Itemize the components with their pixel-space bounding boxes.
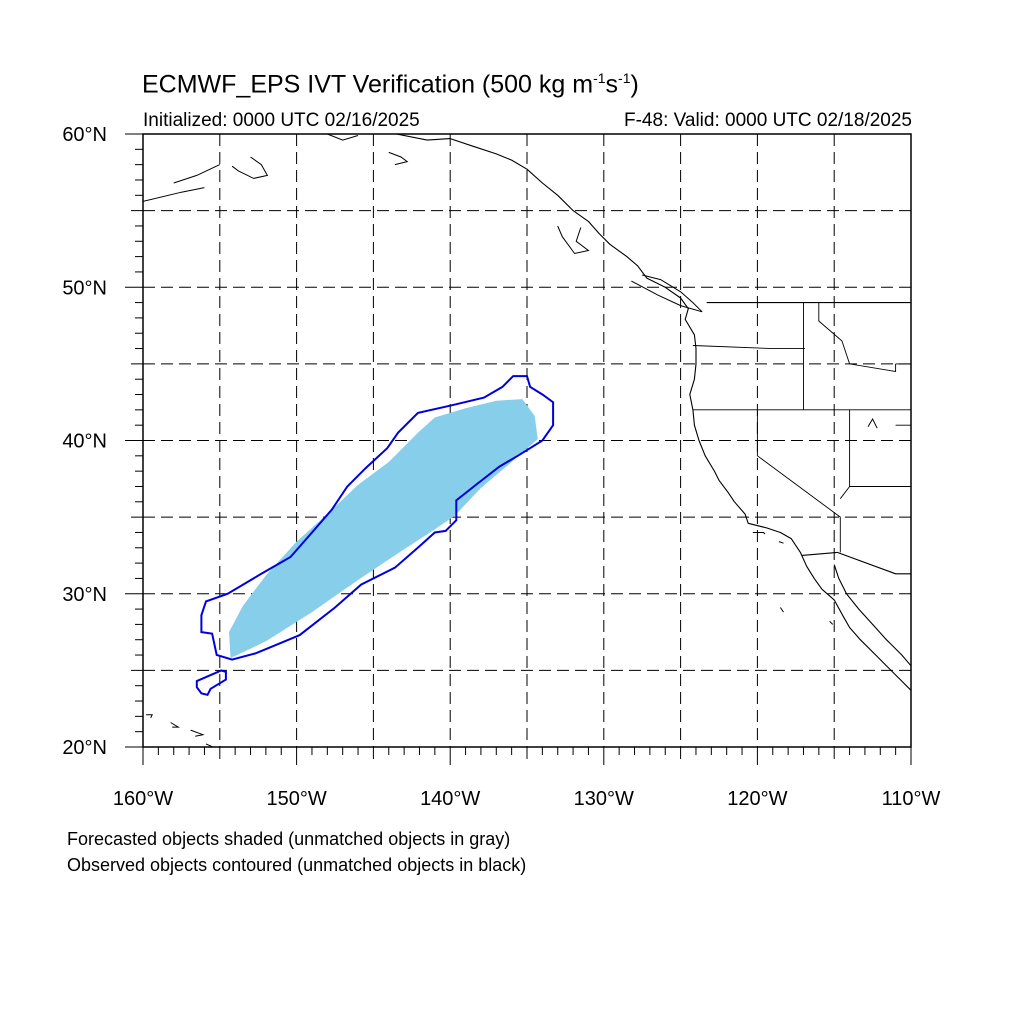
lon-label: 140°W bbox=[420, 788, 480, 810]
state-boundary bbox=[895, 363, 911, 426]
map-frame bbox=[142, 133, 912, 748]
island-outline bbox=[631, 274, 703, 313]
state-boundary bbox=[756, 409, 841, 553]
island-outline bbox=[173, 164, 221, 184]
island-outline bbox=[231, 156, 269, 179]
forecast-objects bbox=[229, 399, 538, 659]
forecast-ivt-object bbox=[229, 399, 538, 659]
lat-label: 20°N bbox=[62, 737, 107, 759]
island-outline bbox=[752, 532, 766, 535]
island-outline bbox=[778, 541, 784, 544]
lon-label: 130°W bbox=[574, 788, 634, 810]
observed-objects bbox=[195, 375, 555, 697]
coastline-west bbox=[373, 134, 911, 691]
initialized-label: Initialized: 0000 UTC 02/16/2025 bbox=[143, 110, 420, 131]
island-outline bbox=[829, 620, 834, 625]
state-boundary bbox=[818, 302, 897, 373]
island-outline bbox=[146, 714, 153, 719]
valid-time-label: F-48: Valid: 0000 UTC 02/18/2025 bbox=[624, 110, 912, 131]
observed-note: Observed objects contoured (unmatched ob… bbox=[67, 855, 527, 875]
axis-ticks bbox=[125, 133, 912, 765]
island-outline bbox=[779, 607, 784, 613]
observed-ivt-contour-small bbox=[195, 669, 227, 697]
lat-label: 50°N bbox=[62, 277, 107, 299]
island-outline bbox=[388, 151, 409, 166]
state-boundary bbox=[692, 345, 805, 350]
island-outline bbox=[205, 743, 215, 747]
observed-ivt-contour bbox=[200, 375, 555, 661]
forecast-note: Forecasted objects shaded (unmatched obj… bbox=[67, 829, 511, 849]
island-outline bbox=[190, 729, 205, 737]
coastline-gulf-of-california bbox=[833, 564, 911, 667]
lon-label: 120°W bbox=[727, 788, 787, 810]
title-exponent-2: -1 bbox=[618, 70, 631, 86]
island-outline bbox=[327, 134, 359, 141]
title-suffix: ) bbox=[630, 70, 639, 99]
island-outline bbox=[143, 187, 205, 202]
lon-label: 150°W bbox=[266, 788, 326, 810]
coastlines bbox=[143, 134, 911, 747]
title-exponent-1: -1 bbox=[593, 70, 606, 86]
island-outline bbox=[867, 417, 878, 429]
lat-label: 40°N bbox=[62, 431, 107, 453]
border-us-mexico bbox=[801, 551, 911, 575]
lon-label: 160°W bbox=[113, 788, 173, 810]
legend-notes: Forecasted objects shaded (unmatched obj… bbox=[67, 826, 526, 878]
axis-labels: 160°W 150°W 140°W 130°W 120°W 110°W 60°N 50°N 40… bbox=[62, 124, 940, 810]
island-outline bbox=[170, 722, 181, 728]
lat-label: 60°N bbox=[62, 124, 107, 146]
lat-label: 30°N bbox=[62, 584, 107, 606]
lon-label: 110°W bbox=[882, 788, 941, 810]
chart-title: ECMWF_EPS IVT Verification (500 kg m-1s-… bbox=[142, 70, 639, 99]
island-outline bbox=[557, 225, 590, 255]
title-unit-s: s bbox=[605, 70, 619, 99]
title-text: ECMWF_EPS IVT Verification (500 kg m bbox=[142, 70, 594, 99]
state-boundary bbox=[839, 409, 851, 499]
